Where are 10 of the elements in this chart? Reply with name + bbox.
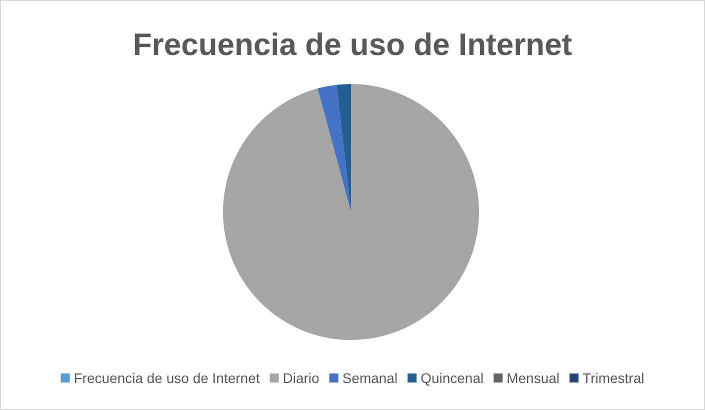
pie-slice: [336, 84, 351, 212]
legend-label: Diario: [282, 370, 320, 386]
legend-label: Quincenal: [420, 370, 484, 386]
legend-label: Frecuencia de uso de Internet: [74, 370, 260, 386]
legend-label: Trimestral: [582, 370, 644, 386]
pie-slice: [318, 84, 351, 212]
legend-label: Semanal: [342, 370, 398, 386]
legend-label: Mensual: [506, 370, 560, 386]
chart-title: Frecuencia de uso de Internet: [132, 27, 572, 62]
pie-slice: [223, 84, 479, 340]
